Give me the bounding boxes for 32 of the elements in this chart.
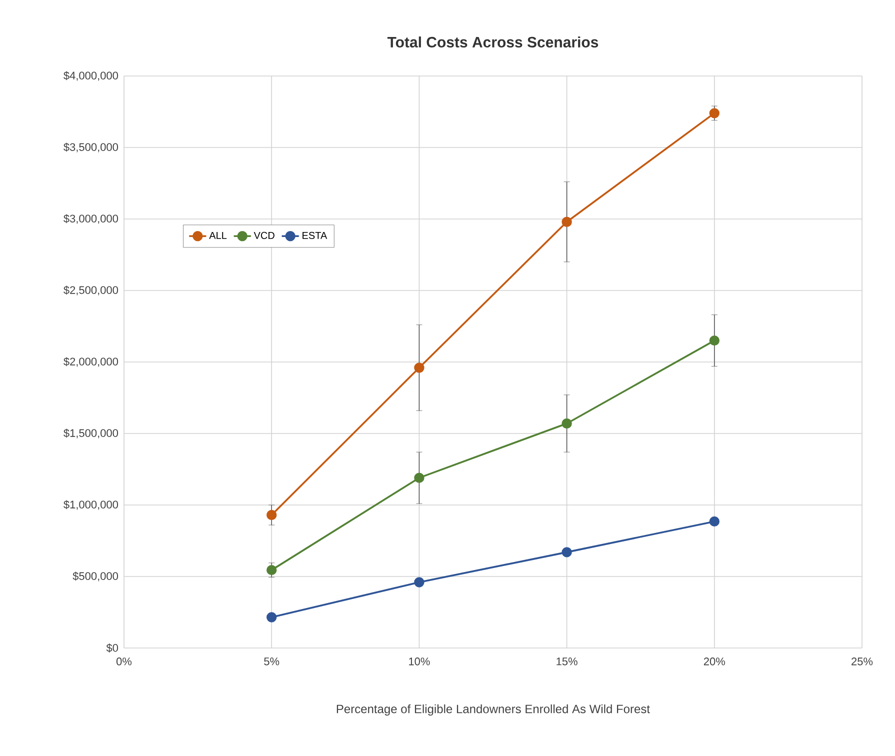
y-tick-label: $4,000,000 [64, 71, 118, 81]
point [266, 612, 277, 622]
y-tick-label: $3,500,000 [64, 142, 118, 152]
legend-label: ALL [209, 232, 227, 239]
y-tick-label: $2,000,000 [64, 357, 118, 367]
x-tick-label: 15% [556, 658, 578, 666]
point [709, 516, 720, 527]
x-tick-label: 25% [852, 658, 873, 666]
point [414, 577, 424, 588]
x-tick-label: 10% [409, 658, 430, 666]
y-tick-label: $500,000 [72, 572, 118, 582]
y-tick-label: $1,000,000 [64, 500, 118, 510]
point [414, 362, 424, 373]
y-tick-label: $3,000,000 [64, 214, 118, 224]
y-tick-label: $0 [106, 644, 118, 652]
y-tick-label: $2,500,000 [64, 286, 118, 296]
x-tick-label: 0% [116, 658, 132, 666]
x-axis-title: Percentage of Eligible Landowners Enrolled As Wild Forest [336, 704, 650, 716]
chart-title: Total Costs Across Scenarios [387, 36, 598, 48]
point [562, 547, 572, 558]
y-tick-label: $1,500,000 [64, 428, 118, 438]
x-tick-label: 20% [704, 658, 726, 666]
legend-label: ESTA [302, 232, 328, 239]
x-tick-label: 5% [264, 658, 280, 666]
point [562, 418, 572, 429]
point [562, 216, 572, 227]
legend-label: VCD [254, 232, 274, 239]
point [709, 108, 720, 118]
point [414, 472, 424, 483]
point [709, 335, 720, 346]
point [266, 510, 277, 520]
point [266, 564, 277, 576]
